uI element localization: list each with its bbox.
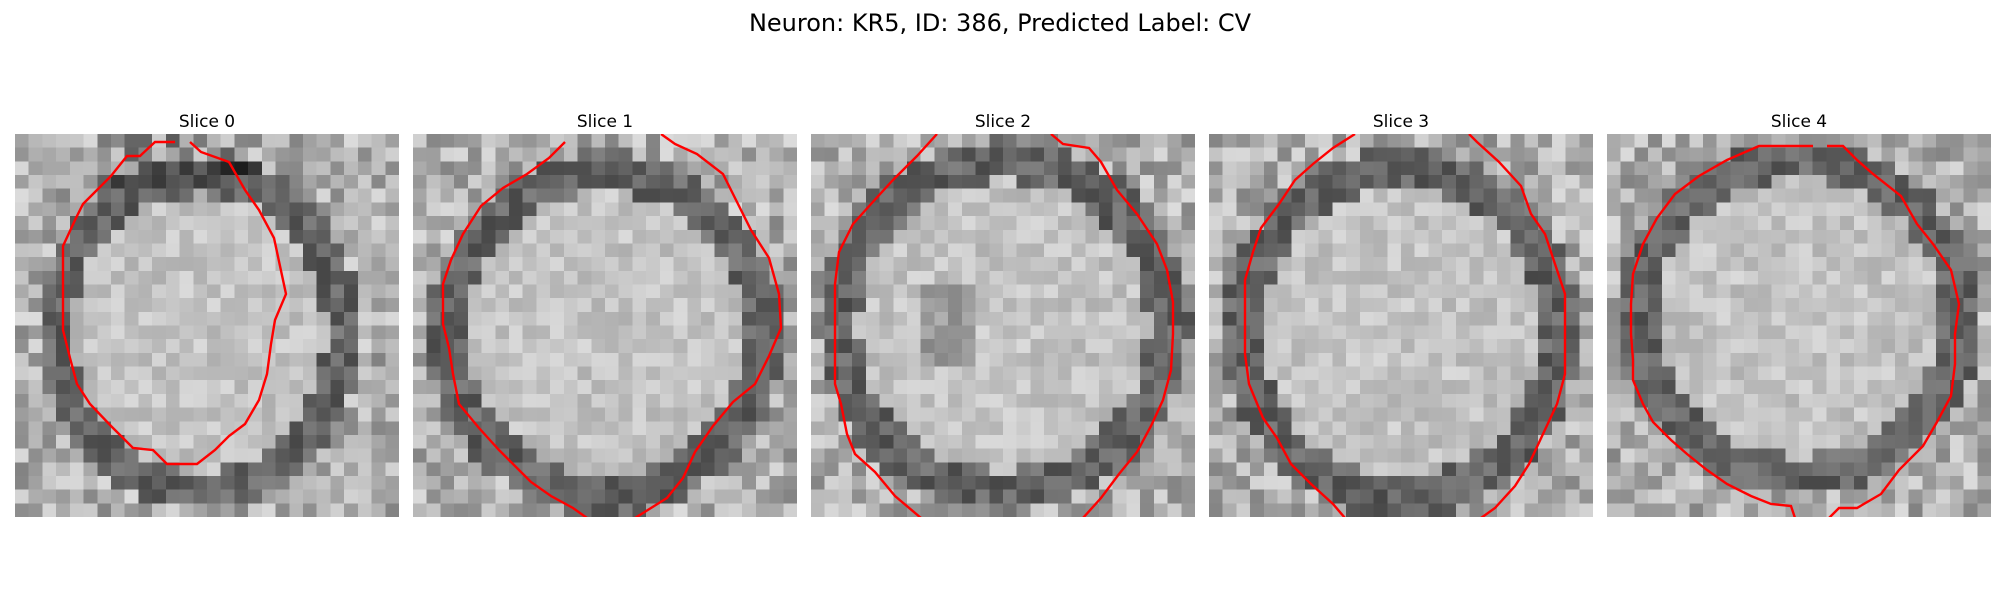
slice-title-0: Slice 0 [178, 112, 236, 132]
slice-panel-1: Slice 1 [413, 112, 797, 517]
slice-title-4: Slice 4 [1770, 112, 1828, 132]
slice-panel-3: Slice 3 [1209, 112, 1593, 517]
slice-image-2 [811, 134, 1195, 517]
contour-overlay-2 [833, 134, 1175, 517]
cell-contour-1 [441, 141, 588, 517]
slice-panel-2: Slice 2 [811, 112, 1195, 517]
slice-title-3: Slice 3 [1372, 112, 1430, 132]
contour-overlay-4 [1629, 144, 1961, 517]
slice-image-3 [1209, 134, 1593, 517]
slice-panel-4: Slice 4 [1607, 112, 1991, 517]
contour-overlay-3 [1243, 134, 1567, 517]
cell-contour-1b [634, 134, 783, 517]
figure-title: Neuron: KR5, ID: 386, Predicted Label: C… [748, 9, 1252, 37]
contour-overlay-0 [61, 140, 288, 466]
cell-contour-0 [61, 140, 288, 466]
slice-image-4 [1607, 134, 1991, 517]
slice-image-1 [413, 134, 797, 517]
slice-title-1: Slice 1 [576, 112, 634, 132]
slice-image-0 [15, 134, 399, 517]
cell-contour-2b [1050, 134, 1175, 517]
cell-contour-4b [1827, 144, 1961, 517]
slice-title-2: Slice 2 [974, 112, 1032, 132]
cell-contour-2 [833, 134, 938, 517]
slice-panel-0: Slice 0 [15, 112, 399, 517]
cell-contour-3 [1243, 134, 1356, 517]
contour-overlay-1 [441, 134, 783, 517]
cell-contour-4 [1629, 144, 1813, 517]
cell-contour-3b [1468, 134, 1567, 517]
